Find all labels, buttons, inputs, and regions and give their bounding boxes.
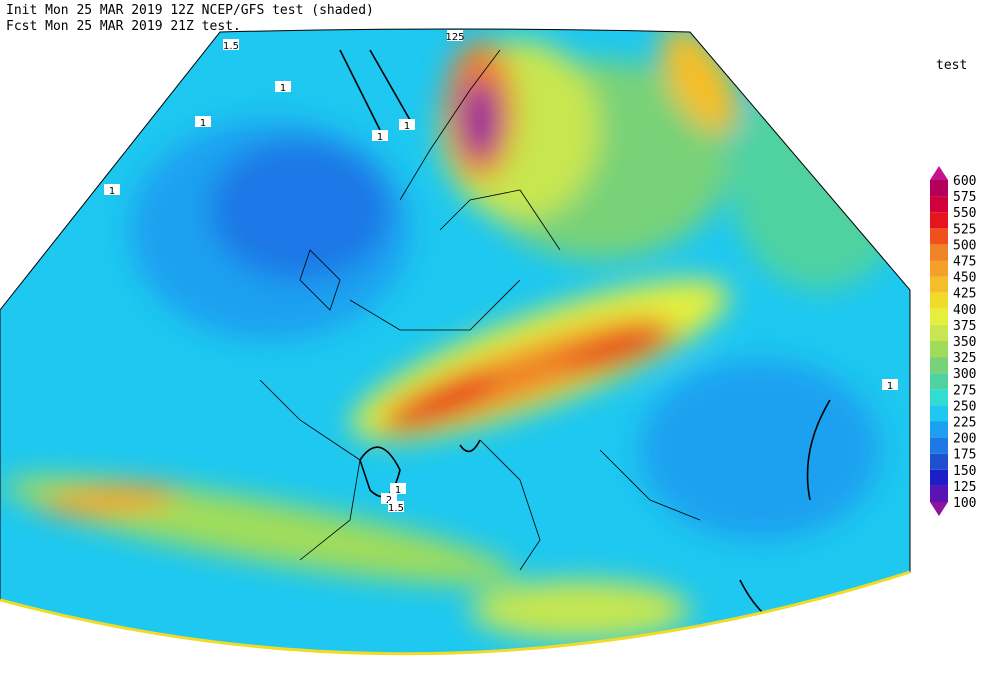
color-box — [930, 357, 948, 374]
colorbar-label: 575 — [953, 190, 976, 205]
contour-label-bg — [104, 184, 120, 195]
contour-label-bg — [275, 81, 291, 92]
legend-title: test — [936, 58, 967, 73]
color-box — [930, 228, 948, 245]
color-box — [930, 437, 948, 454]
contour-label: 1 — [395, 485, 401, 496]
colorbar-label: 275 — [953, 383, 976, 398]
contour-label-bg — [388, 501, 404, 512]
colorbar-label: 550 — [953, 206, 976, 221]
colorbar-label: 500 — [953, 238, 976, 253]
colorbar-label: 200 — [953, 432, 976, 447]
colorbar-label: 350 — [953, 335, 976, 350]
shade — [730, 70, 910, 290]
colorbar-label: 150 — [953, 464, 976, 479]
colorbar-label: 100 — [953, 496, 976, 511]
colorbar-label: 600 — [953, 174, 976, 189]
contour-label: 1 — [404, 121, 410, 132]
color-box — [930, 453, 948, 470]
color-box — [930, 212, 948, 229]
colorbar-label: 450 — [953, 271, 976, 286]
contour-label: 2 — [386, 495, 392, 506]
colorbar-label: 300 — [953, 367, 976, 382]
shade — [210, 140, 390, 280]
contour-label-bg — [765, 619, 781, 630]
contour-label: 1 — [887, 381, 893, 392]
color-arrow-high — [930, 166, 948, 180]
color-box — [930, 308, 948, 325]
color-box — [930, 469, 948, 486]
color-box — [930, 405, 948, 422]
contour-label-bg — [195, 116, 211, 127]
shade — [462, 80, 498, 160]
color-box — [930, 292, 948, 309]
contour-label-bg — [372, 130, 388, 141]
colorbar-label: 225 — [953, 416, 976, 431]
color-box — [930, 196, 948, 213]
color-box — [930, 276, 948, 293]
contour-label: 1 — [109, 186, 115, 197]
colorbar-label: 375 — [953, 319, 976, 334]
contour-label-bg — [390, 483, 406, 494]
colorbar-label: 125 — [953, 480, 976, 495]
color-box — [930, 485, 948, 502]
color-box — [930, 341, 948, 358]
color-box — [930, 244, 948, 261]
color-box — [930, 324, 948, 341]
colorbar-label: 250 — [953, 399, 976, 414]
colorbar: 1001251501752002252502753003253503754004… — [930, 166, 976, 516]
contour-label: 1 — [200, 118, 206, 129]
color-box — [930, 260, 948, 277]
contour-label-bg — [882, 379, 898, 390]
shade — [640, 360, 880, 540]
color-arrow-low — [930, 502, 948, 516]
contour-label: 1.5 — [223, 41, 239, 52]
shade — [385, 371, 495, 429]
colorbar-label: 425 — [953, 287, 976, 302]
contour-label-bg — [447, 30, 463, 41]
map-edge — [0, 570, 911, 656]
contour-label: 125 — [445, 32, 464, 43]
contour-label-bg — [399, 119, 415, 130]
init-line: Init Mon 25 MAR 2019 12Z NCEP/GFS test (… — [6, 3, 374, 18]
contour-label: 1.5 — [388, 503, 404, 514]
contour-label-bg — [445, 662, 461, 673]
contour-label-bg — [381, 493, 397, 504]
color-box — [930, 389, 948, 406]
shade — [563, 325, 677, 375]
colorbar-label: 400 — [953, 303, 976, 318]
contour-label: 1 — [280, 83, 286, 94]
color-box — [930, 180, 948, 197]
contour-label-bg — [223, 39, 239, 50]
colorbar-label: 525 — [953, 222, 976, 237]
colorbar-label: 475 — [953, 255, 976, 270]
color-box — [930, 421, 948, 438]
fcst-line: Fcst Mon 25 MAR 2019 21Z test. — [6, 19, 241, 34]
shade — [40, 484, 180, 516]
colorbar-label: 175 — [953, 448, 976, 463]
colorbar-label: 325 — [953, 351, 976, 366]
color-box — [930, 373, 948, 390]
contour-label: 1.5 — [445, 664, 461, 675]
shade — [660, 29, 740, 135]
contour-label: 1 — [770, 621, 776, 632]
contour-label: 1 — [377, 132, 383, 143]
shade — [470, 580, 690, 640]
